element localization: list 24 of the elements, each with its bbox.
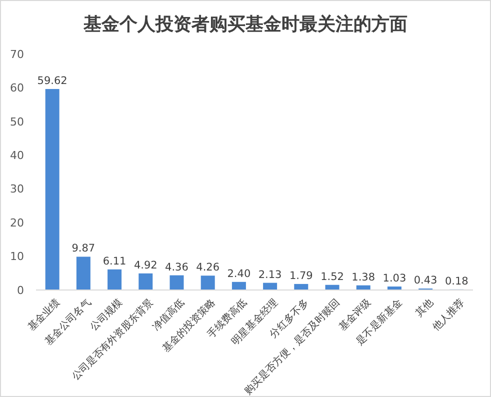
data-label: 1.03: [382, 272, 406, 285]
y-tick-label: 60: [10, 82, 24, 95]
data-label: 1.79: [289, 270, 313, 282]
y-tick-label: 70: [10, 48, 24, 61]
y-tick-label: 40: [10, 148, 24, 162]
data-label: 0.43: [414, 274, 438, 287]
y-tick-label: 10: [10, 250, 24, 264]
x-tick-label: 其他: [413, 296, 436, 320]
data-label: 59.62: [37, 74, 68, 87]
data-label: 9.87: [72, 242, 96, 255]
data-label: 2.13: [258, 268, 282, 281]
data-label: 1.38: [352, 271, 376, 284]
chart-title: 基金个人投资者购买基金时最关注的方面: [82, 14, 408, 35]
data-label: 4.26: [196, 262, 220, 274]
data-label: 4.36: [165, 261, 189, 274]
data-label: 4.92: [134, 259, 158, 272]
y-tick-label: 30: [10, 182, 24, 196]
y-tick-label: 50: [10, 115, 24, 128]
y-tick-label: 20: [10, 216, 24, 230]
data-label: 2.40: [227, 268, 251, 280]
data-label: 6.11: [102, 255, 126, 268]
data-label: 1.52: [320, 270, 344, 283]
y-tick-label: 0: [17, 284, 24, 297]
data-label: 0.18: [444, 275, 468, 288]
